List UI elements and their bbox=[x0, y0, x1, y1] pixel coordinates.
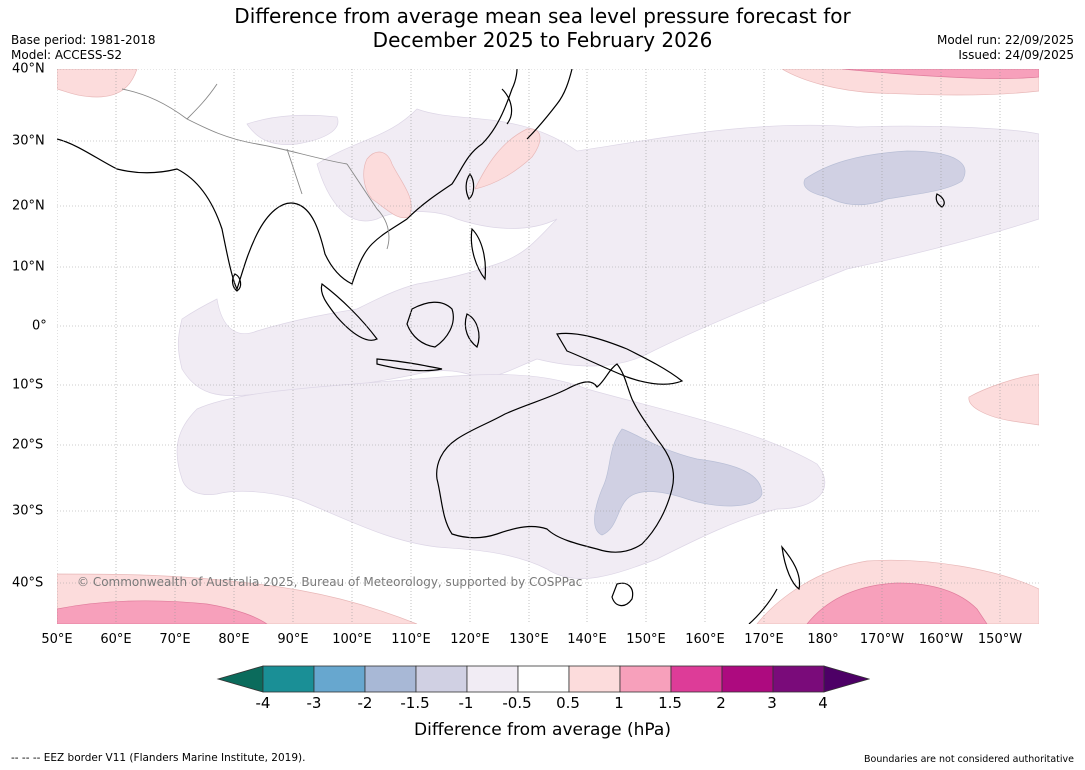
java-coast bbox=[376, 358, 443, 372]
colorbar-cell bbox=[772, 665, 825, 693]
colorbar bbox=[216, 665, 870, 693]
title-line-1: Difference from average mean sea level p… bbox=[234, 4, 851, 28]
coastlines bbox=[57, 69, 945, 624]
map-panel: © Commonwealth of Australia 2025, Bureau… bbox=[57, 69, 1039, 624]
negative-anomaly-himalaya bbox=[246, 114, 339, 145]
colorbar-tick: 1.5 bbox=[658, 694, 682, 712]
issued-date: Issued: 24/09/2025 bbox=[958, 48, 1074, 62]
model-name: Model: ACCESS-S2 bbox=[11, 48, 123, 62]
lat-label: 40°S bbox=[12, 575, 44, 591]
colorbar-cell bbox=[313, 665, 366, 693]
negative-anomaly-australia bbox=[594, 428, 763, 536]
lon-label: 50°E bbox=[41, 632, 73, 647]
lon-label: 90°E bbox=[277, 632, 309, 647]
lon-label: 100°E bbox=[332, 632, 372, 647]
base-period: Base period: 1981-2018 bbox=[11, 33, 156, 47]
colorbar-arrow-high bbox=[823, 665, 870, 693]
negative-anomaly-north-pacific bbox=[803, 150, 966, 206]
positive-anomaly-north-pacific-strong bbox=[841, 69, 1039, 79]
colorbar-tick: -1 bbox=[458, 694, 474, 712]
lon-label: 150°E bbox=[626, 632, 666, 647]
colorbar-tick: 1 bbox=[614, 694, 624, 712]
copyright-notice: © Commonwealth of Australia 2025, Bureau… bbox=[77, 575, 583, 589]
lat-label: 10°S bbox=[12, 377, 44, 393]
meta-right: Model run: 22/09/2025 Issued: 24/09/2025 bbox=[937, 33, 1074, 63]
new-zealand-north-coast bbox=[781, 545, 801, 591]
japan-coast bbox=[526, 69, 573, 140]
colorbar-tick: 0.5 bbox=[556, 694, 580, 712]
colorbar-tick: -3 bbox=[306, 694, 322, 712]
australia-coast bbox=[436, 363, 675, 553]
eez-legend: -- -- -- EEZ border V11 (Flanders Marine… bbox=[11, 752, 306, 764]
colorbar-title: Difference from average (hPa) bbox=[414, 720, 671, 740]
lon-label: 180° bbox=[807, 632, 839, 647]
lon-label: 120°E bbox=[450, 632, 490, 647]
map-svg bbox=[57, 69, 1039, 624]
korea-coast bbox=[501, 88, 513, 125]
colorbar-arrow-low bbox=[216, 665, 264, 693]
hawaii-coast bbox=[935, 193, 945, 208]
colorbar-tick: 2 bbox=[716, 694, 726, 712]
new-zealand-south-coast bbox=[748, 588, 778, 624]
lat-label: 30°S bbox=[12, 503, 44, 519]
lon-label: 160°W bbox=[918, 632, 964, 647]
model-run: Model run: 22/09/2025 bbox=[936, 33, 1074, 47]
colorbar-tick: -0.5 bbox=[502, 694, 532, 712]
colorbar-cell bbox=[415, 665, 468, 693]
meta-left: Base period: 1981-2018 Model: ACCESS-S2 bbox=[11, 33, 156, 63]
lon-label: 70°E bbox=[159, 632, 191, 647]
lat-label: 20°N bbox=[12, 198, 45, 214]
lon-label: 160°E bbox=[685, 632, 725, 647]
lat-label: 0° bbox=[32, 318, 47, 334]
colorbar-tick: -2 bbox=[357, 694, 373, 712]
lon-label: 130°E bbox=[509, 632, 549, 647]
colorbar-cell bbox=[568, 665, 621, 693]
boundaries-disclaimer: Boundaries are not considered authoritat… bbox=[864, 754, 1074, 765]
lon-label: 150°W bbox=[977, 632, 1023, 647]
sri-lanka-coast bbox=[231, 273, 242, 292]
borneo-coast bbox=[406, 301, 454, 348]
positive-anomaly-south-pacific bbox=[968, 373, 1039, 426]
lat-label: 30°N bbox=[12, 133, 45, 149]
positive-anomaly-southern-ocean-strong bbox=[57, 600, 268, 624]
colorbar-cell bbox=[466, 665, 519, 693]
colorbar-cell bbox=[721, 665, 774, 693]
new-guinea-coast bbox=[556, 332, 684, 385]
tasmania-coast bbox=[611, 582, 634, 607]
negative-anomaly-indian-ocean bbox=[176, 374, 826, 579]
colorbar-tick: 4 bbox=[818, 694, 828, 712]
lon-label: 170°W bbox=[859, 632, 905, 647]
lon-label: 170°E bbox=[744, 632, 784, 647]
lat-label: 20°S bbox=[12, 437, 44, 453]
map-title: Difference from average mean sea level p… bbox=[0, 4, 1085, 52]
lat-label: 10°N bbox=[12, 259, 45, 275]
colorbar-tick: 3 bbox=[767, 694, 777, 712]
taiwan-coast bbox=[465, 172, 475, 200]
philippines-coast bbox=[470, 227, 487, 281]
lon-label: 110°E bbox=[391, 632, 431, 647]
lon-label: 140°E bbox=[567, 632, 607, 647]
colorbar-cell bbox=[619, 665, 672, 693]
lon-label: 80°E bbox=[218, 632, 250, 647]
colorbar-tick: -4 bbox=[255, 694, 271, 712]
positive-anomaly-arabia bbox=[57, 69, 138, 98]
asia-mainland-coast bbox=[57, 69, 518, 291]
colorbar-tick: -1.5 bbox=[400, 694, 430, 712]
colorbar-cell bbox=[262, 665, 315, 693]
sumatra-coast bbox=[320, 283, 378, 341]
colorbar-cell bbox=[670, 665, 723, 693]
colorbar-cell bbox=[364, 665, 417, 693]
colorbar-cell bbox=[517, 665, 570, 693]
title-line-2: December 2025 to February 2026 bbox=[372, 28, 713, 52]
lat-label: 40°N bbox=[12, 61, 45, 77]
graticule bbox=[57, 69, 1039, 624]
lon-label: 60°E bbox=[100, 632, 132, 647]
country-borders bbox=[121, 83, 390, 250]
positive-anomaly-japan bbox=[474, 128, 541, 190]
